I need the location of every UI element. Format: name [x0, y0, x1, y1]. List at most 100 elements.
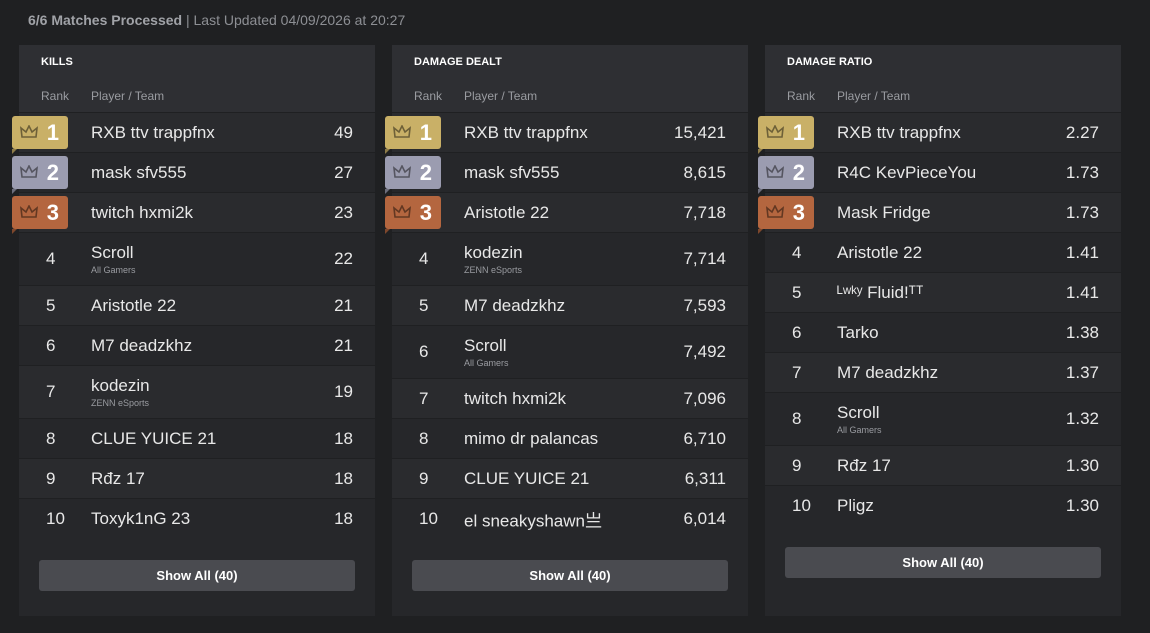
rank: 9: [46, 468, 56, 488]
leaderboard-row: 2 mask sfv555 8,615: [385, 152, 748, 194]
column-header: Rank: [787, 89, 816, 103]
leaderboard-row: 6 Tarko 1.38: [765, 312, 1121, 352]
player-cell: mask sfv555: [91, 163, 186, 183]
team-name: ZENN eSports: [91, 398, 150, 408]
show-all-button[interactable]: Show All (40): [785, 547, 1101, 578]
rank-badge: 1: [12, 116, 68, 154]
player-cell: Toxyk1nG 23: [91, 509, 190, 529]
rank: 1: [46, 119, 59, 145]
stat-value: 27: [334, 162, 353, 182]
player-name: Mask Fridge: [837, 202, 931, 222]
leaderboard-row: 3 Aristotle 22 7,718: [385, 192, 748, 234]
player-name: mimo dr palancas: [464, 428, 599, 448]
stat-value: 1.30: [1065, 495, 1099, 515]
stat-value: 18: [334, 508, 353, 528]
panel-header: KILLS Rank Player / Team: [19, 45, 375, 112]
player-name: kodezin: [464, 243, 523, 262]
column-header: Player / Team: [464, 89, 538, 103]
player-name: Aristotle 22: [91, 295, 177, 315]
player-cell: Tarko: [837, 323, 879, 343]
player-cell: Scroll All Gamers: [837, 403, 882, 435]
stat-value: 1.73: [1065, 162, 1099, 182]
player-cell: RXB ttv trappfnx: [464, 123, 588, 143]
leaderboard-row: 9 CLUE YUICE 21 6,311: [392, 458, 748, 498]
player-name: M7 deadzkhz: [91, 335, 193, 355]
leaderboard-row: 8 Scroll All Gamers 1.32: [765, 392, 1121, 445]
player-name: CLUE YUICE 21: [464, 468, 590, 488]
rank: 8: [792, 409, 802, 428]
column-header: Player / Team: [837, 89, 911, 103]
badge-tail: [758, 149, 763, 154]
leaderboard-row: 3 twitch hxmi2k 23: [12, 192, 375, 234]
leaderboard-row: 5 Aristotle 22 21: [19, 285, 375, 325]
badge-tail: [12, 229, 17, 234]
panel-title: DAMAGE RATIO: [787, 56, 873, 68]
rank-badge: 2: [12, 156, 68, 194]
leaderboard-row: 8 CLUE YUICE 21 18: [19, 418, 375, 458]
stat-value: 19: [334, 382, 353, 401]
leaderboard-row: 10 el sneakyshawn亗 6,014: [392, 498, 748, 538]
stat-value: 21: [334, 335, 353, 355]
stat-value: 1.32: [1065, 409, 1099, 428]
player-name: twitch hxmi2k: [91, 202, 194, 222]
team-name: All Gamers: [837, 425, 882, 435]
player-cell: twitch hxmi2k: [91, 203, 193, 223]
player-cell: Rđz 17: [837, 456, 891, 476]
stat-value: 7,718: [683, 202, 726, 222]
badge-tail: [12, 149, 17, 154]
player-cell: RXB ttv trappfnx: [837, 123, 961, 143]
status: 6/6 Matches Processed: [28, 12, 183, 28]
player-cell: CLUE YUICE 21: [91, 429, 216, 449]
rank-badge: 1: [385, 116, 441, 154]
rank: 7: [46, 382, 56, 401]
player-cell: Aristotle 22: [837, 243, 922, 263]
stat-value: 18: [334, 468, 353, 488]
player-name: RXB ttv trappfnx: [464, 122, 588, 142]
stat-value: 1.41: [1065, 282, 1099, 302]
stat-value: 22: [334, 249, 353, 268]
show-all-button[interactable]: Show All (40): [39, 560, 355, 591]
stat-value: 23: [334, 202, 353, 222]
stat-value: 1.38: [1065, 322, 1099, 342]
rank: 6: [792, 322, 802, 342]
player-name: Rđz 17: [91, 468, 145, 488]
leaderboard-row: 4 Scroll All Gamers 22: [19, 232, 375, 285]
panel-header: DAMAGE RATIO Rank Player / Team: [765, 45, 1121, 112]
player-cell: mimo dr palancas: [464, 429, 598, 449]
rank: 8: [46, 428, 56, 448]
leaderboard-panel: KILLS Rank Player / Team 1 RXB ttv trappfnx 4…: [12, 45, 375, 616]
player-cell: Pligz: [837, 496, 874, 516]
rank-badge: 3: [385, 196, 441, 234]
rank: 4: [46, 249, 56, 268]
player-name: Scroll: [464, 336, 507, 355]
player-name: M7 deadzkhz: [837, 362, 939, 382]
stat-value: 15,421: [674, 122, 726, 142]
rank: 3: [792, 199, 805, 225]
player-cell: Rđz 17: [91, 469, 145, 489]
stat-value: 7,096: [683, 388, 726, 408]
updated: | Last Updated 04/09/2026 at 20:27: [185, 12, 406, 28]
leaderboard-row: 5 M7 deadzkhz 7,593: [392, 285, 748, 325]
team-name: ZENN eSports: [464, 265, 523, 275]
rank: 1: [419, 119, 432, 145]
stat-value: 6,710: [683, 428, 726, 448]
leaderboard-row: 1 RXB ttv trappfnx 2.27: [758, 112, 1121, 154]
rank: 2: [46, 159, 59, 185]
leaderboard-row: 5 ᴸʷᵏʸ Fluid!ᵀᵀ 1.41: [765, 272, 1121, 312]
player-cell: R4C KevPieceYou: [837, 163, 976, 183]
player-cell: M7 deadzkhz: [464, 296, 565, 316]
player-name: R4C KevPieceYou: [837, 162, 977, 182]
leaderboard-row: 7 twitch hxmi2k 7,096: [392, 378, 748, 418]
stat-value: 49: [334, 122, 353, 142]
badge-tail: [758, 229, 763, 234]
player-name: RXB ttv trappfnx: [91, 122, 215, 142]
rank: 1: [792, 119, 805, 145]
stat-value: 8,615: [683, 162, 726, 182]
player-name: Rđz 17: [837, 455, 891, 475]
rank: 3: [419, 199, 432, 225]
rank: 6: [419, 342, 429, 361]
player-cell: el sneakyshawn亗: [464, 506, 602, 531]
show-all-button[interactable]: Show All (40): [412, 560, 728, 591]
leaderboard-row: 9 Rđz 17 18: [19, 458, 375, 498]
player-name: Scroll: [91, 243, 134, 262]
